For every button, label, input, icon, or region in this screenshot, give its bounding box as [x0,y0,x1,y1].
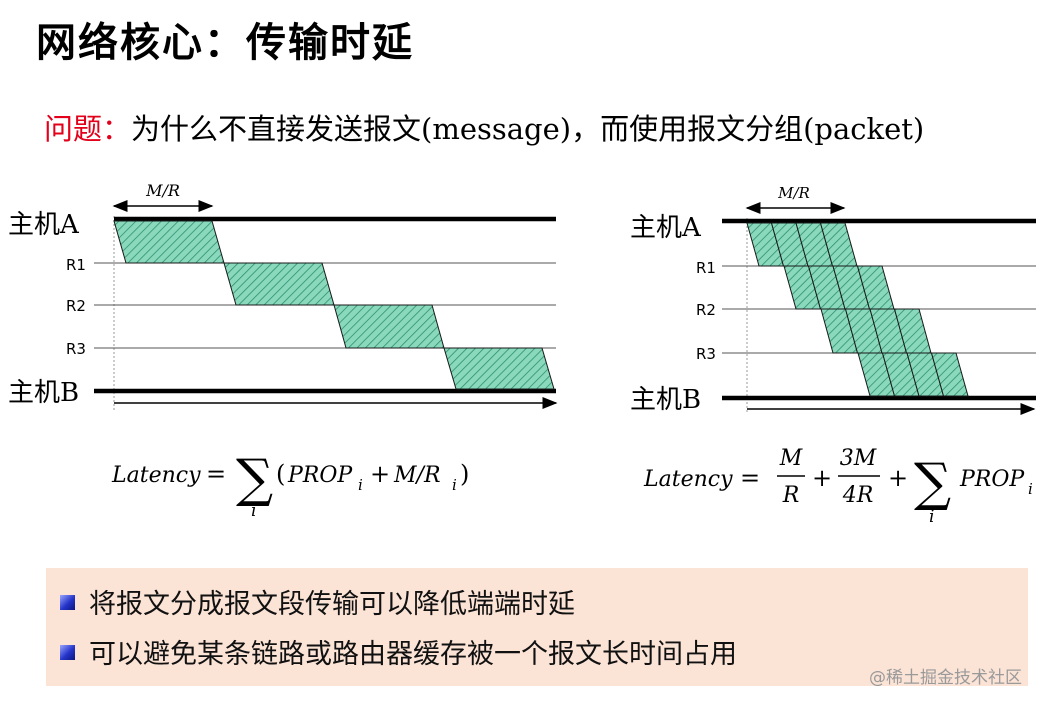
question-text: 为什么不直接发送报文(message)，而使用报文分组(packet) [131,112,925,146]
left-span-label: M/R [145,181,180,200]
left-host-a-label: 主机A [8,210,80,240]
right-host-a-label: 主机A [630,213,702,243]
left-message-block [223,262,335,306]
right-packet-block [930,352,969,397]
right-timeline-diagram: M/R 主机A R1 R2 R3 主机B [630,184,1036,415]
bullet-text: 可以避免某条链路或路由器缓存被一个报文长时间占用 [89,639,737,670]
page-title: 网络核心：传输时延 [36,20,414,66]
left-latency-formula: Latency = ∑ i ( PROP i + M/R i ) [111,449,469,521]
right-formula-plus1: + [812,464,832,492]
left-formula-eq: = [206,460,226,488]
left-message-block [443,347,555,390]
right-sum-sub: i [929,507,934,527]
left-sum-sub: i [251,501,256,521]
right-formula-term: PROP [959,467,1025,492]
bullet-square-icon [60,595,75,610]
right-r2-label: R2 [696,301,716,319]
left-formula-term1-sub: i [358,476,363,494]
question-label: 问题： [44,112,132,146]
right-formula-term-sub: i [1028,480,1033,498]
right-r1-label: R1 [696,259,716,277]
left-message-block [333,304,445,349]
right-formula-plus2: + [888,464,908,492]
right-frac2-num: 3M [840,446,877,471]
bullet-item: 可以避免某条链路或路由器缓存被一个报文长时间占用 [60,632,737,671]
left-formula-close: ) [460,460,469,488]
left-host-b-label: 主机B [8,378,79,408]
right-formula-lhs: Latency [643,467,733,492]
left-formula-lhs: Latency [111,463,201,488]
left-r1-label: R1 [66,256,86,274]
bullet-square-icon [60,645,75,660]
bullet-text: 将报文分成报文段传输可以降低端端时延 [89,589,575,620]
right-sum-symbol: ∑ [914,453,951,513]
left-formula-term2: M/R [393,463,441,488]
left-r3-label: R3 [66,340,86,358]
watermark: @稀土掘金技术社区 [869,668,1022,688]
right-span-label: M/R [777,184,810,202]
left-r2-label: R2 [66,297,86,315]
right-formula-eq: = [740,464,760,492]
left-message-block [113,220,225,264]
summary-box: 将报文分成报文段传输可以降低端端时延 可以避免某条链路或路由器缓存被一个报文长时… [46,568,1028,686]
right-latency-formula: Latency = M R + 3M 4R + ∑ i PROP i [643,446,1033,527]
left-formula-open: ( [276,460,285,488]
left-timeline-diagram: M/R 主机A R1 R2 R3 主机B [8,181,558,412]
right-frac2-den: 4R [842,483,874,508]
right-frac1-num: M [779,446,803,471]
left-sum-symbol: ∑ [236,449,273,509]
left-formula-plus: + [370,460,390,488]
bullet-item: 将报文分成报文段传输可以降低端端时延 [60,582,575,621]
question-line: 问题：为什么不直接发送报文(message)，而使用报文分组(packet) [44,106,924,148]
left-formula-term1: PROP [287,463,353,488]
right-host-b-label: 主机B [630,385,701,415]
right-frac1-den: R [782,483,800,508]
right-r3-label: R3 [696,345,716,363]
left-formula-term2-sub: i [452,476,457,494]
